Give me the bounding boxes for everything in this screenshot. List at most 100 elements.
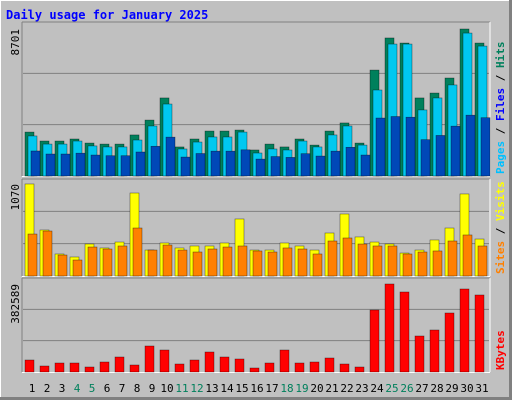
legend: Pages / Files / Hits bbox=[494, 42, 507, 175]
x-tick-label: 6 bbox=[104, 382, 111, 395]
bar bbox=[27, 233, 38, 277]
bar bbox=[345, 146, 356, 177]
bar bbox=[309, 361, 320, 373]
x-tick-label: 31 bbox=[475, 382, 488, 395]
bar bbox=[234, 358, 245, 373]
bar bbox=[387, 245, 398, 277]
bar bbox=[462, 234, 473, 277]
bar bbox=[105, 155, 116, 177]
bar bbox=[87, 246, 98, 277]
bar bbox=[222, 246, 233, 277]
bar bbox=[84, 366, 95, 373]
x-tick-label: 25 bbox=[385, 382, 398, 395]
bar bbox=[405, 116, 416, 177]
bar bbox=[180, 156, 191, 177]
legend-separator: / bbox=[494, 121, 507, 141]
x-tick-label: 12 bbox=[190, 382, 203, 395]
x-tick-label: 16 bbox=[250, 382, 263, 395]
bar bbox=[330, 150, 341, 177]
bar bbox=[204, 351, 215, 373]
bar bbox=[75, 152, 86, 177]
bar bbox=[399, 291, 410, 373]
x-tick-label: 5 bbox=[89, 382, 96, 395]
x-tick-label: 1 bbox=[29, 382, 36, 395]
x-tick-label: 22 bbox=[340, 382, 353, 395]
bar bbox=[45, 153, 56, 177]
x-tick-label: 10 bbox=[160, 382, 173, 395]
bar bbox=[42, 230, 53, 277]
bar bbox=[465, 114, 476, 177]
bar bbox=[369, 309, 380, 373]
bar bbox=[294, 362, 305, 373]
bar bbox=[60, 153, 71, 177]
bar bbox=[324, 357, 335, 373]
y-max-label: 8701 bbox=[9, 29, 22, 55]
legend-entry: Visits bbox=[494, 181, 507, 221]
bar bbox=[150, 145, 161, 177]
bar bbox=[225, 150, 236, 177]
bar bbox=[192, 251, 203, 277]
bar bbox=[417, 251, 428, 277]
y-max-label: 382589 bbox=[9, 284, 22, 324]
bar bbox=[174, 363, 185, 373]
bar bbox=[57, 254, 68, 277]
bar bbox=[189, 359, 200, 373]
bar bbox=[267, 251, 278, 277]
bar bbox=[69, 362, 80, 373]
bar bbox=[99, 361, 110, 373]
x-tick-label: 7 bbox=[119, 382, 126, 395]
bar bbox=[159, 349, 170, 373]
bar bbox=[282, 247, 293, 277]
bar bbox=[474, 294, 485, 373]
bar bbox=[372, 245, 383, 277]
legend-separator: / bbox=[494, 68, 507, 88]
bar bbox=[102, 248, 113, 277]
bar bbox=[312, 253, 323, 277]
bar bbox=[459, 288, 470, 373]
bar bbox=[444, 312, 455, 373]
bar bbox=[237, 245, 248, 277]
bar bbox=[297, 248, 308, 277]
x-tick-label: 28 bbox=[430, 382, 443, 395]
bar bbox=[129, 364, 140, 373]
bar bbox=[120, 155, 131, 177]
x-tick-label: 9 bbox=[149, 382, 156, 395]
bar bbox=[132, 227, 143, 277]
bar bbox=[165, 136, 176, 177]
bar bbox=[135, 151, 146, 177]
bar bbox=[24, 359, 35, 373]
bar bbox=[30, 150, 41, 177]
bar bbox=[279, 349, 290, 373]
bar bbox=[39, 365, 50, 373]
x-tick-label: 21 bbox=[325, 382, 338, 395]
bar bbox=[435, 135, 446, 177]
x-tick-label: 15 bbox=[235, 382, 248, 395]
bar bbox=[114, 356, 125, 373]
x-tick-label: 3 bbox=[59, 382, 66, 395]
bar bbox=[90, 154, 101, 177]
bar bbox=[327, 240, 338, 277]
bar bbox=[315, 155, 326, 177]
legend-entry: Pages bbox=[494, 141, 507, 174]
legend: Sites / Visits bbox=[494, 181, 507, 274]
bar bbox=[72, 259, 83, 277]
y-max-label: 1070 bbox=[9, 184, 22, 211]
bar bbox=[477, 245, 488, 277]
bar bbox=[207, 248, 218, 277]
x-tick-label: 23 bbox=[355, 382, 368, 395]
x-tick-label: 13 bbox=[205, 382, 218, 395]
bar bbox=[162, 244, 173, 277]
x-tick-label: 2 bbox=[44, 382, 51, 395]
legend: KBytes bbox=[494, 330, 507, 370]
bar bbox=[357, 243, 368, 277]
bar bbox=[117, 245, 128, 277]
bar bbox=[384, 283, 395, 373]
x-tick-label: 4 bbox=[74, 382, 81, 395]
bar bbox=[219, 356, 230, 373]
bar bbox=[420, 139, 431, 177]
bar bbox=[342, 237, 353, 277]
x-tick-label: 30 bbox=[460, 382, 473, 395]
bar bbox=[270, 156, 281, 177]
x-tick-label: 14 bbox=[220, 382, 234, 395]
